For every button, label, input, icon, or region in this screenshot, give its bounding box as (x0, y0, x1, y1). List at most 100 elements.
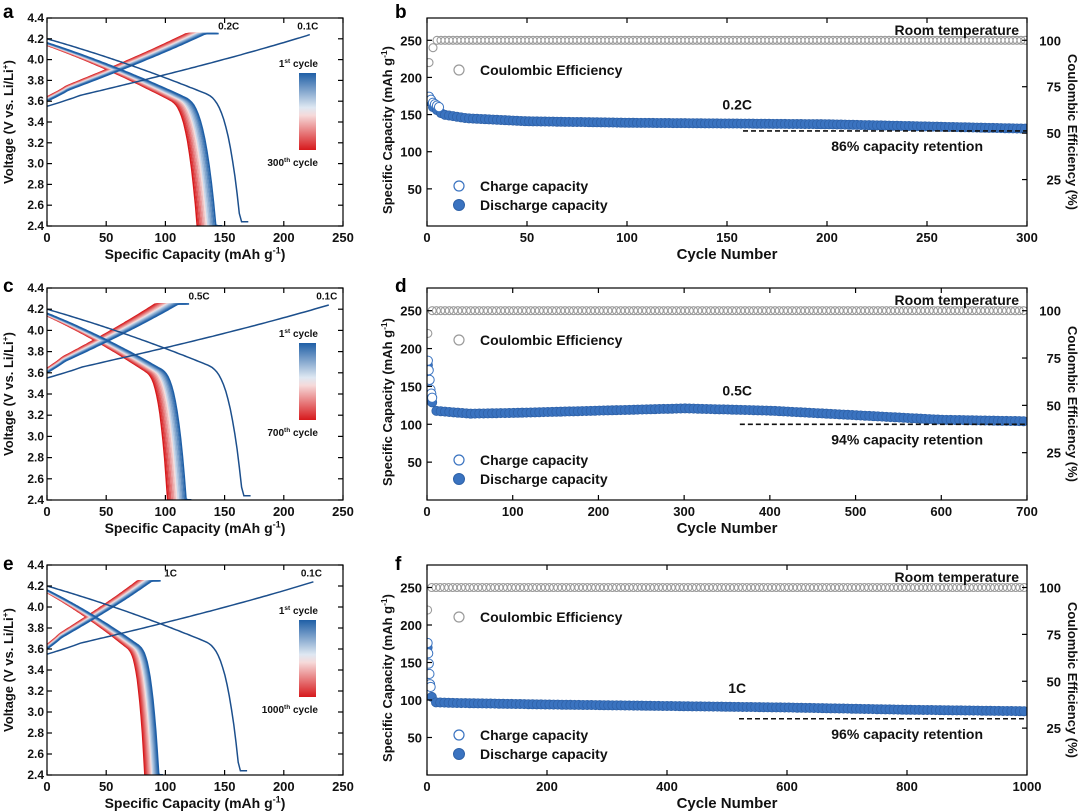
y-axis-label: Voltage (V vs. Li/Li+) (0, 608, 16, 732)
x-tick-label: 0 (423, 230, 430, 245)
plot-frame (47, 565, 343, 775)
panel-letter: e (3, 554, 14, 575)
y-tick-label: 4.0 (27, 600, 44, 614)
y2-tick-label: 75 (1047, 80, 1061, 95)
x-tick-label: 200 (816, 230, 838, 245)
charge-capacity-point (425, 669, 434, 678)
legend-ce-label: Coulombic Efficiency (480, 62, 623, 78)
colorbar (299, 343, 316, 420)
y-tick-label: 2.6 (27, 472, 44, 486)
y-tick-label: 200 (400, 342, 422, 357)
y-tick-label: 3.6 (27, 642, 44, 656)
y-tick-label: 3.8 (27, 345, 44, 359)
colorbar (299, 620, 316, 697)
colorbar-bottom-label: 700th cycle (267, 427, 318, 439)
cycling-rate-label: 1C (164, 569, 177, 580)
charge-curve (47, 304, 189, 373)
y-tick-label: 2.6 (27, 198, 44, 212)
y-tick-label: 4.2 (27, 302, 44, 316)
charge-capacity-point (424, 649, 433, 658)
y2-tick-label: 25 (1047, 446, 1061, 461)
legend-charge-label: Charge capacity (480, 452, 588, 468)
formation-discharge-curve (47, 39, 248, 222)
x-tick-label: 50 (99, 504, 113, 519)
charge-capacity-point (423, 356, 432, 365)
y-tick-label: 150 (400, 379, 422, 394)
y-tick-label: 4.4 (27, 281, 44, 295)
x-tick-label: 600 (930, 504, 952, 519)
plot-area (423, 307, 1028, 426)
x-axis-label: Specific Capacity (mAh g-1) (105, 245, 286, 262)
plot-area (423, 584, 1029, 719)
cycling-rate-label: 0.5C (189, 292, 210, 303)
x-tick-label: 100 (502, 504, 524, 519)
x-tick-label: 400 (656, 779, 678, 794)
x-tick-label: 0 (43, 504, 50, 519)
x-tick-label: 150 (716, 230, 738, 245)
formation-discharge-curve (47, 309, 251, 496)
temperature-label: Room temperature (895, 22, 1020, 38)
y2-tick-label: 75 (1047, 351, 1061, 366)
charge-capacity-point (425, 375, 434, 384)
x-tick-label: 150 (214, 504, 236, 519)
y-tick-label: 3.4 (27, 663, 44, 677)
x-axis-label: Specific Capacity (mAh g-1) (105, 794, 286, 811)
x-tick-label: 0 (423, 504, 430, 519)
x-tick-label: 250 (332, 230, 354, 245)
x-tick-label: 250 (332, 504, 354, 519)
y-tick-label: 3.6 (27, 94, 44, 108)
y-tick-label: 2.4 (27, 493, 44, 507)
legend-charge-label: Charge capacity (480, 178, 588, 194)
charge-capacity-point (424, 659, 433, 668)
y-tick-label: 50 (408, 455, 422, 470)
plot-area (424, 36, 1029, 133)
x-tick-label: 50 (99, 779, 113, 794)
x-tick-label: 800 (896, 779, 918, 794)
y-tick-label: 100 (400, 417, 422, 432)
y-tick-label: 3.2 (27, 408, 44, 422)
retention-label: 86% capacity retention (831, 138, 983, 154)
y-tick-label: 250 (400, 304, 422, 319)
panel-letter: a (3, 2, 14, 23)
x-axis-label: Cycle Number (677, 795, 778, 812)
cycling-rate-label: 0.2C (218, 21, 239, 32)
formation-charge-curve (47, 305, 329, 378)
legend-ce-marker (454, 612, 464, 622)
y-tick-label: 50 (408, 731, 422, 746)
y-tick-label: 4.2 (27, 579, 44, 593)
y2-tick-label: 25 (1047, 173, 1061, 188)
formation-rate-label: 0.1C (297, 21, 318, 32)
y-tick-label: 4.2 (27, 32, 44, 46)
x-tick-label: 1000 (1013, 779, 1042, 794)
x-axis-label: Cycle Number (677, 246, 778, 263)
x-tick-label: 0 (43, 779, 50, 794)
rate-label: 0.5C (722, 383, 752, 399)
y-tick-label: 150 (400, 656, 422, 671)
x-tick-label: 400 (759, 504, 781, 519)
y-tick-label: 4.4 (27, 558, 44, 572)
y-tick-label: 250 (400, 581, 422, 596)
legend-ce-label: Coulombic Efficiency (480, 332, 623, 348)
y-tick-label: 3.8 (27, 621, 44, 635)
retention-label: 94% capacity retention (831, 431, 983, 447)
x-tick-label: 50 (99, 230, 113, 245)
legend-charge-marker (454, 181, 464, 191)
charge-capacity-point (428, 393, 437, 402)
y2-axis-label: Coulombic Efficiency (%) (1065, 326, 1079, 482)
rate-label: 0.2C (722, 96, 752, 112)
y2-tick-label: 50 (1047, 398, 1061, 413)
x-tick-label: 0 (43, 230, 50, 245)
plot-frame (427, 565, 1027, 775)
y2-tick-label: 100 (1039, 581, 1061, 596)
x-tick-label: 100 (616, 230, 638, 245)
y-tick-label: 2.6 (27, 747, 44, 761)
x-tick-label: 600 (776, 779, 798, 794)
charge-curve (47, 304, 186, 372)
y-tick-label: 2.4 (27, 219, 44, 233)
ce-point (424, 329, 432, 337)
x-tick-label: 200 (588, 504, 610, 519)
x-tick-label: 150 (214, 779, 236, 794)
colorbar-top-label: 1st cycle (279, 328, 319, 340)
x-tick-label: 100 (155, 230, 177, 245)
colorbar-bottom-label: 300th cycle (267, 157, 318, 169)
